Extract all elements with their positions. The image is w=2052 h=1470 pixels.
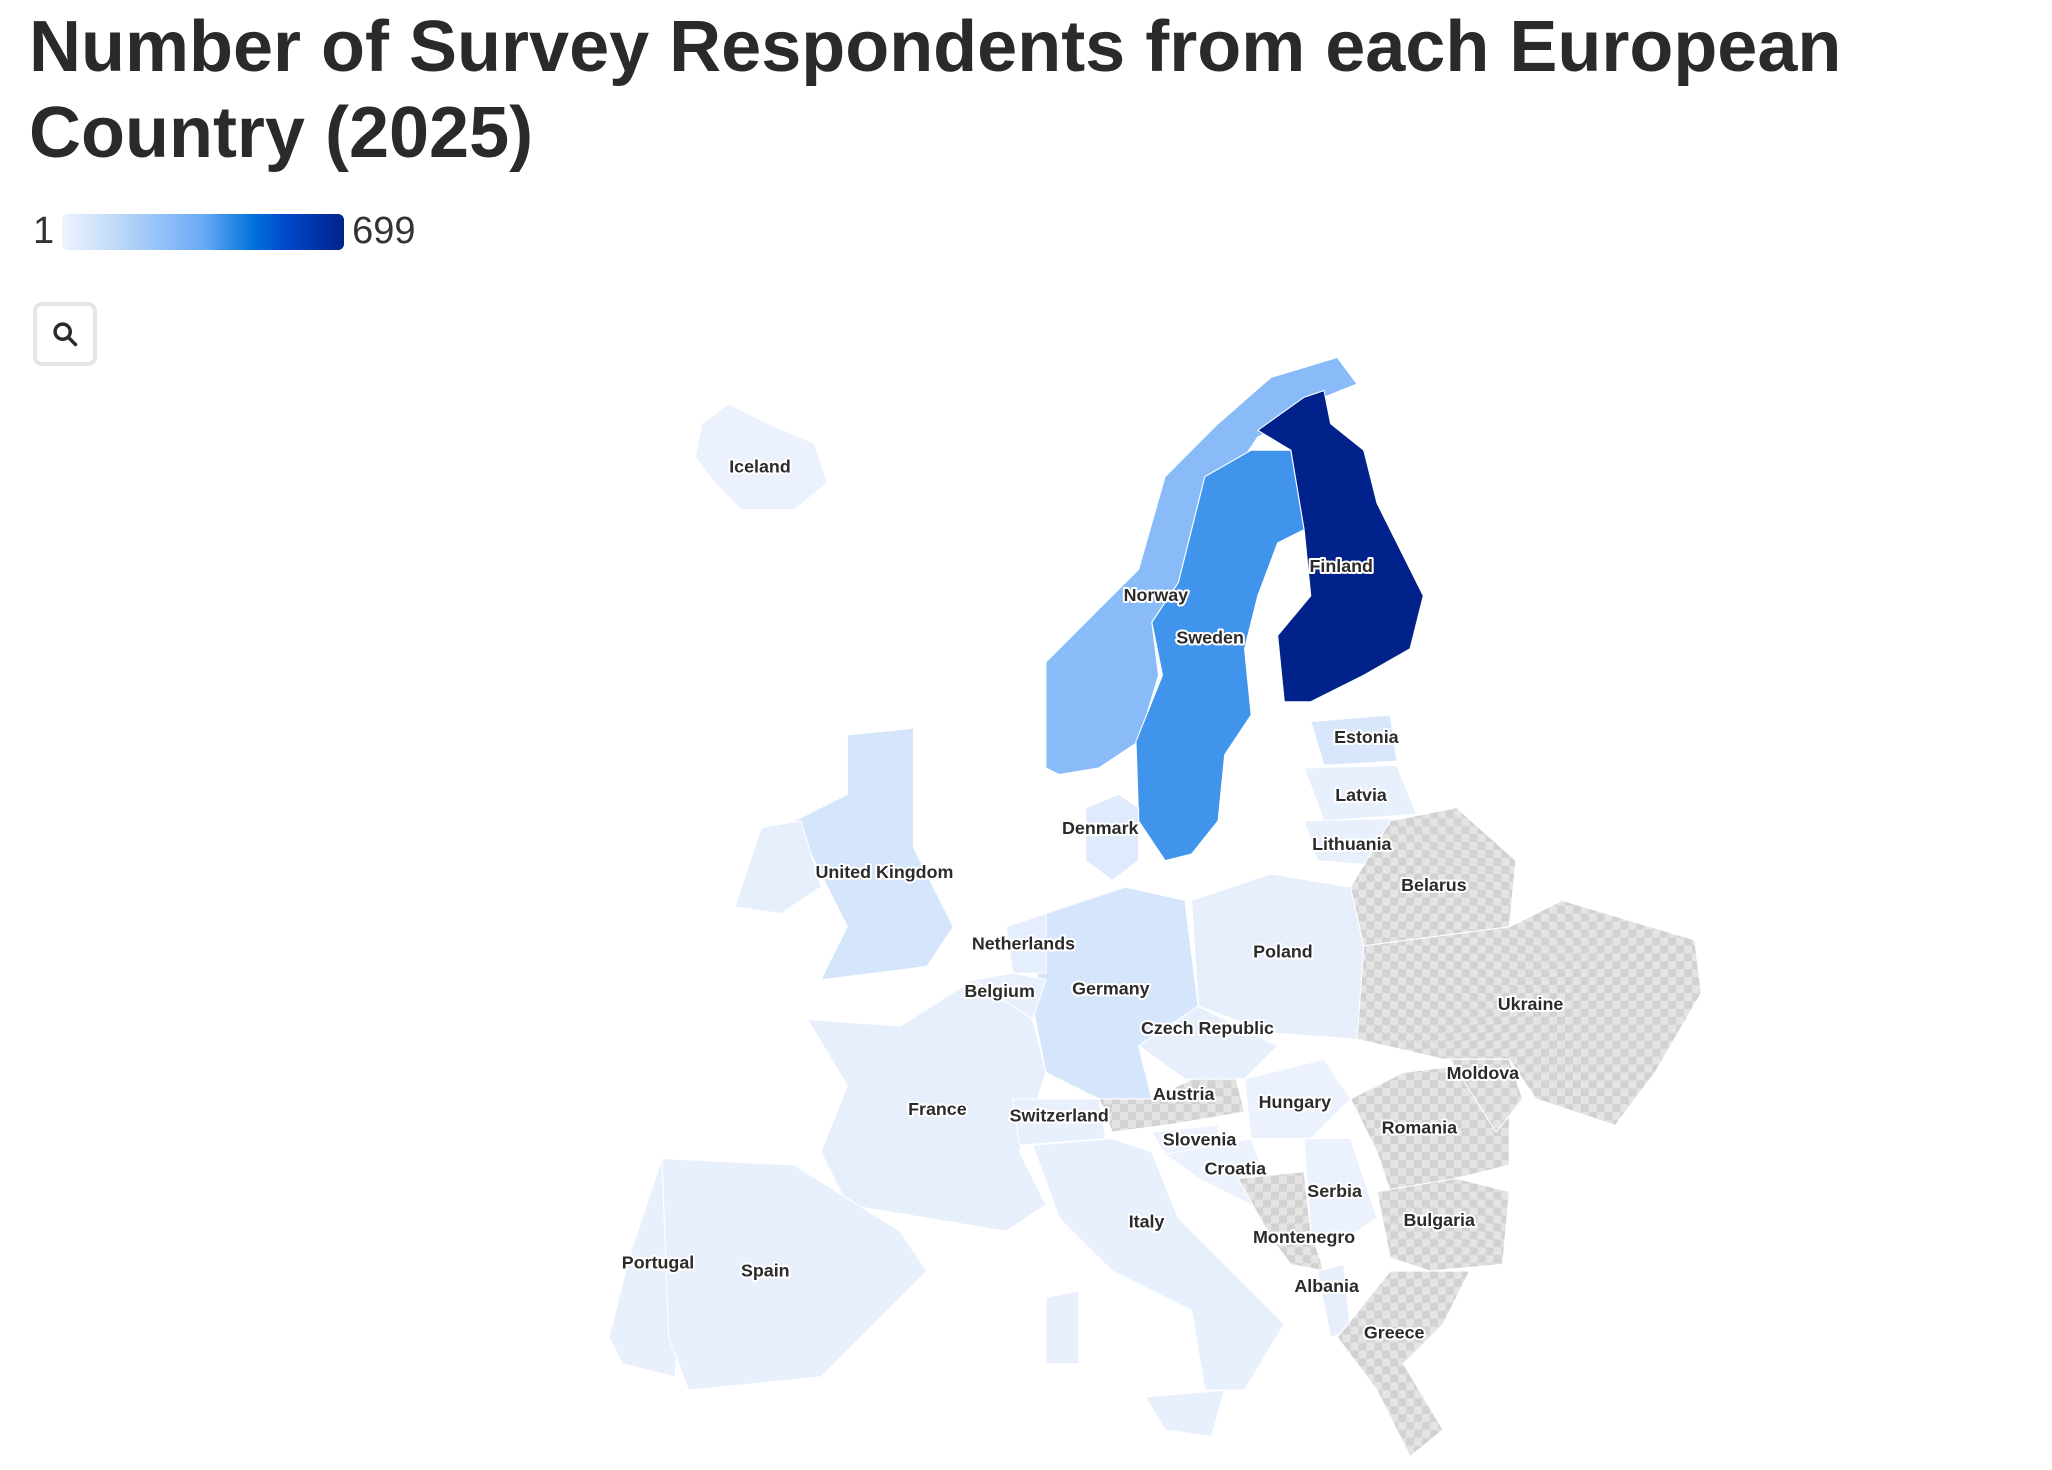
country-ireland[interactable] [734, 820, 822, 915]
country-label-belgium: Belgium [964, 981, 1034, 1001]
country-germany[interactable] [1032, 886, 1199, 1100]
country-label-romania: Romania [1382, 1117, 1458, 1137]
country-czech-republic[interactable] [1137, 1005, 1279, 1080]
legend-max-label: 699 [352, 210, 416, 252]
country-label-serbia: Serbia [1307, 1181, 1363, 1201]
country-sweden[interactable] [1135, 449, 1305, 862]
country-romania[interactable] [1349, 1058, 1510, 1193]
country-label-germany: Germany [1072, 978, 1149, 998]
country-label-iceland: Iceland [729, 457, 791, 477]
country-ukraine[interactable] [1356, 899, 1702, 1127]
country-label-hungary: Hungary [1259, 1092, 1332, 1112]
country-label-denmark: Denmark [1062, 818, 1139, 838]
country-label-slovenia: Slovenia [1163, 1129, 1238, 1149]
country-label-finland: Finland [1309, 556, 1373, 576]
region-sicily[interactable] [1144, 1389, 1226, 1438]
country-label-bulgaria: Bulgaria [1403, 1210, 1476, 1230]
country-finland[interactable] [1256, 389, 1424, 703]
country-label-lithuania: Lithuania [1312, 834, 1392, 854]
country-label-latvia: Latvia [1335, 785, 1388, 805]
region-sardinia[interactable] [1045, 1290, 1080, 1365]
country-united-kingdom[interactable] [793, 727, 954, 981]
country-moldova[interactable] [1448, 1058, 1524, 1133]
page-title: Number of Survey Respondents from each E… [29, 7, 1842, 173]
country-label-poland: Poland [1253, 941, 1313, 961]
country-label-sweden: Sweden [1176, 627, 1244, 647]
country-latvia[interactable] [1303, 764, 1418, 822]
country-bulgaria[interactable] [1376, 1177, 1510, 1272]
country-label-norway: Norway [1124, 585, 1189, 605]
country-denmark[interactable] [1085, 793, 1140, 882]
search-icon [53, 322, 78, 347]
legend-min-label: 1 [33, 210, 55, 252]
country-label-austria: Austria [1153, 1084, 1216, 1104]
country-label-moldova: Moldova [1447, 1063, 1520, 1083]
color-legend: 1 699 [33, 210, 416, 253]
country-label-netherlands: Netherlands [972, 933, 1075, 953]
country-label-united-kingdom: United Kingdom [815, 862, 953, 882]
country-label-italy: Italy [1129, 1211, 1165, 1231]
country-label-greece: Greece [1364, 1323, 1425, 1343]
country-label-switzerland: Switzerland [1010, 1105, 1109, 1125]
legend-gradient-bar [62, 213, 345, 250]
country-label-albania: Albania [1294, 1276, 1360, 1296]
country-label-france: France [908, 1099, 967, 1119]
country-label-ukraine: Ukraine [1498, 994, 1564, 1014]
country-france[interactable] [806, 979, 1047, 1232]
region-bosnia[interactable] [1237, 1171, 1312, 1239]
country-label-croatia: Croatia [1205, 1158, 1268, 1178]
country-label-spain: Spain [741, 1260, 790, 1280]
search-button[interactable] [33, 302, 97, 366]
country-iceland[interactable] [694, 403, 829, 511]
country-serbia[interactable] [1303, 1138, 1378, 1246]
country-label-belarus: Belarus [1401, 875, 1467, 895]
country-switzerland[interactable] [1012, 1098, 1107, 1146]
country-netherlands[interactable] [1005, 912, 1047, 974]
country-italy[interactable] [1031, 1138, 1285, 1391]
country-estonia[interactable] [1310, 714, 1398, 766]
country-label-estonia: Estonia [1334, 727, 1400, 747]
country-hungary[interactable] [1243, 1058, 1352, 1140]
country-label-portugal: Portugal [622, 1252, 694, 1272]
country-poland[interactable] [1191, 873, 1365, 1040]
country-spain[interactable] [661, 1157, 928, 1391]
country-greece[interactable] [1336, 1270, 1471, 1458]
country-label-czech-republic: Czech Republic [1141, 1018, 1274, 1038]
country-label-montenegro: Montenegro [1253, 1227, 1355, 1247]
